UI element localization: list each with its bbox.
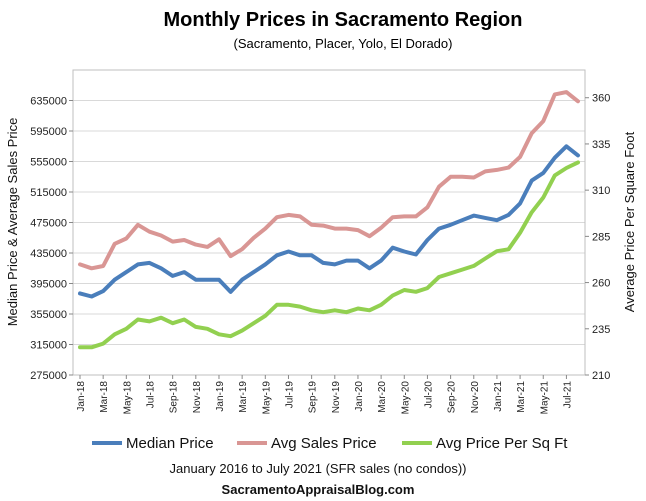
- right-axis-ticks: 210 235 260 285 310 335 360: [585, 93, 610, 382]
- x-tick-label: Jul-18: [145, 381, 156, 409]
- left-tick-label: 475000: [30, 218, 67, 230]
- series-line-avg-sales-price: [78, 90, 580, 271]
- x-tick-label: Sep-20: [447, 381, 458, 414]
- gridlines: [73, 100, 585, 376]
- series-line-median-price: [78, 144, 580, 299]
- x-tick-label: Sep-19: [308, 381, 319, 414]
- x-tick-label: May-20: [400, 381, 411, 415]
- x-tick-label: Jan-19: [215, 381, 226, 412]
- x-tick-label: Nov-18: [192, 381, 203, 414]
- chart-subtitle: (Sacramento, Placer, Yolo, El Dorado): [234, 36, 453, 51]
- x-tick-label: May-19: [261, 381, 272, 415]
- x-tick-label: Mar-18: [99, 381, 110, 413]
- source-credit: SacramentoAppraisalBlog.com: [222, 482, 415, 497]
- x-tick-label: May-21: [539, 381, 550, 415]
- x-tick-label: Mar-19: [238, 381, 249, 413]
- x-tick-label: Sep-18: [169, 381, 180, 414]
- right-tick-label: 335: [592, 139, 610, 151]
- legend: Median Price Avg Sales Price Avg Price P…: [92, 435, 568, 452]
- left-axis-label: Median Price & Average Sales Price: [5, 118, 20, 327]
- x-tick-label: Nov-20: [470, 381, 481, 414]
- x-tick-label: Nov-19: [331, 381, 342, 414]
- left-tick-label: 355000: [30, 309, 67, 321]
- right-axis-label: Average Price Per Square Foot: [622, 131, 637, 312]
- chart-title: Monthly Prices in Sacramento Region: [164, 9, 523, 31]
- right-tick-label: 210: [592, 370, 610, 382]
- legend-label-median-price: Median Price: [126, 435, 214, 452]
- right-tick-label: 260: [592, 278, 610, 290]
- x-tick-label: Jul-19: [284, 381, 295, 409]
- x-axis-ticks: Jan-18 Mar-18 May-18 Jul-18 Sep-18 Nov-18 Jan-…: [76, 375, 573, 414]
- x-tick-label: Jul-20: [423, 381, 434, 409]
- right-tick-label: 360: [592, 93, 610, 105]
- left-axis-ticks: 275000 315000 355000 395000 435000 475000 5150…: [30, 96, 73, 382]
- x-tick-label: Jan-21: [493, 381, 504, 412]
- left-tick-label: 635000: [30, 96, 67, 108]
- legend-label-avg-price-per-sqft: Avg Price Per Sq Ft: [436, 435, 568, 452]
- right-tick-label: 285: [592, 231, 610, 243]
- left-tick-label: 435000: [30, 248, 67, 260]
- left-tick-label: 515000: [30, 187, 67, 199]
- x-tick-label: Jan-18: [76, 381, 87, 412]
- legend-label-avg-sales-price: Avg Sales Price: [271, 435, 377, 452]
- series-lines: [78, 90, 580, 350]
- series-line-avg-price-per-sq-ft: [78, 160, 580, 350]
- left-tick-label: 595000: [30, 126, 67, 138]
- right-tick-label: 235: [592, 324, 610, 336]
- footnote: January 2016 to July 2021 (SFR sales (no…: [170, 461, 467, 476]
- left-tick-label: 275000: [30, 370, 67, 382]
- x-tick-label: Mar-20: [377, 381, 388, 413]
- right-tick-label: 310: [592, 185, 610, 197]
- left-tick-label: 555000: [30, 157, 67, 169]
- x-tick-label: Mar-21: [516, 381, 527, 413]
- left-tick-label: 395000: [30, 279, 67, 291]
- x-tick-label: May-18: [122, 381, 133, 415]
- left-tick-label: 315000: [30, 340, 67, 352]
- x-tick-label: Jan-20: [354, 381, 365, 412]
- x-tick-label: Jul-21: [562, 381, 573, 409]
